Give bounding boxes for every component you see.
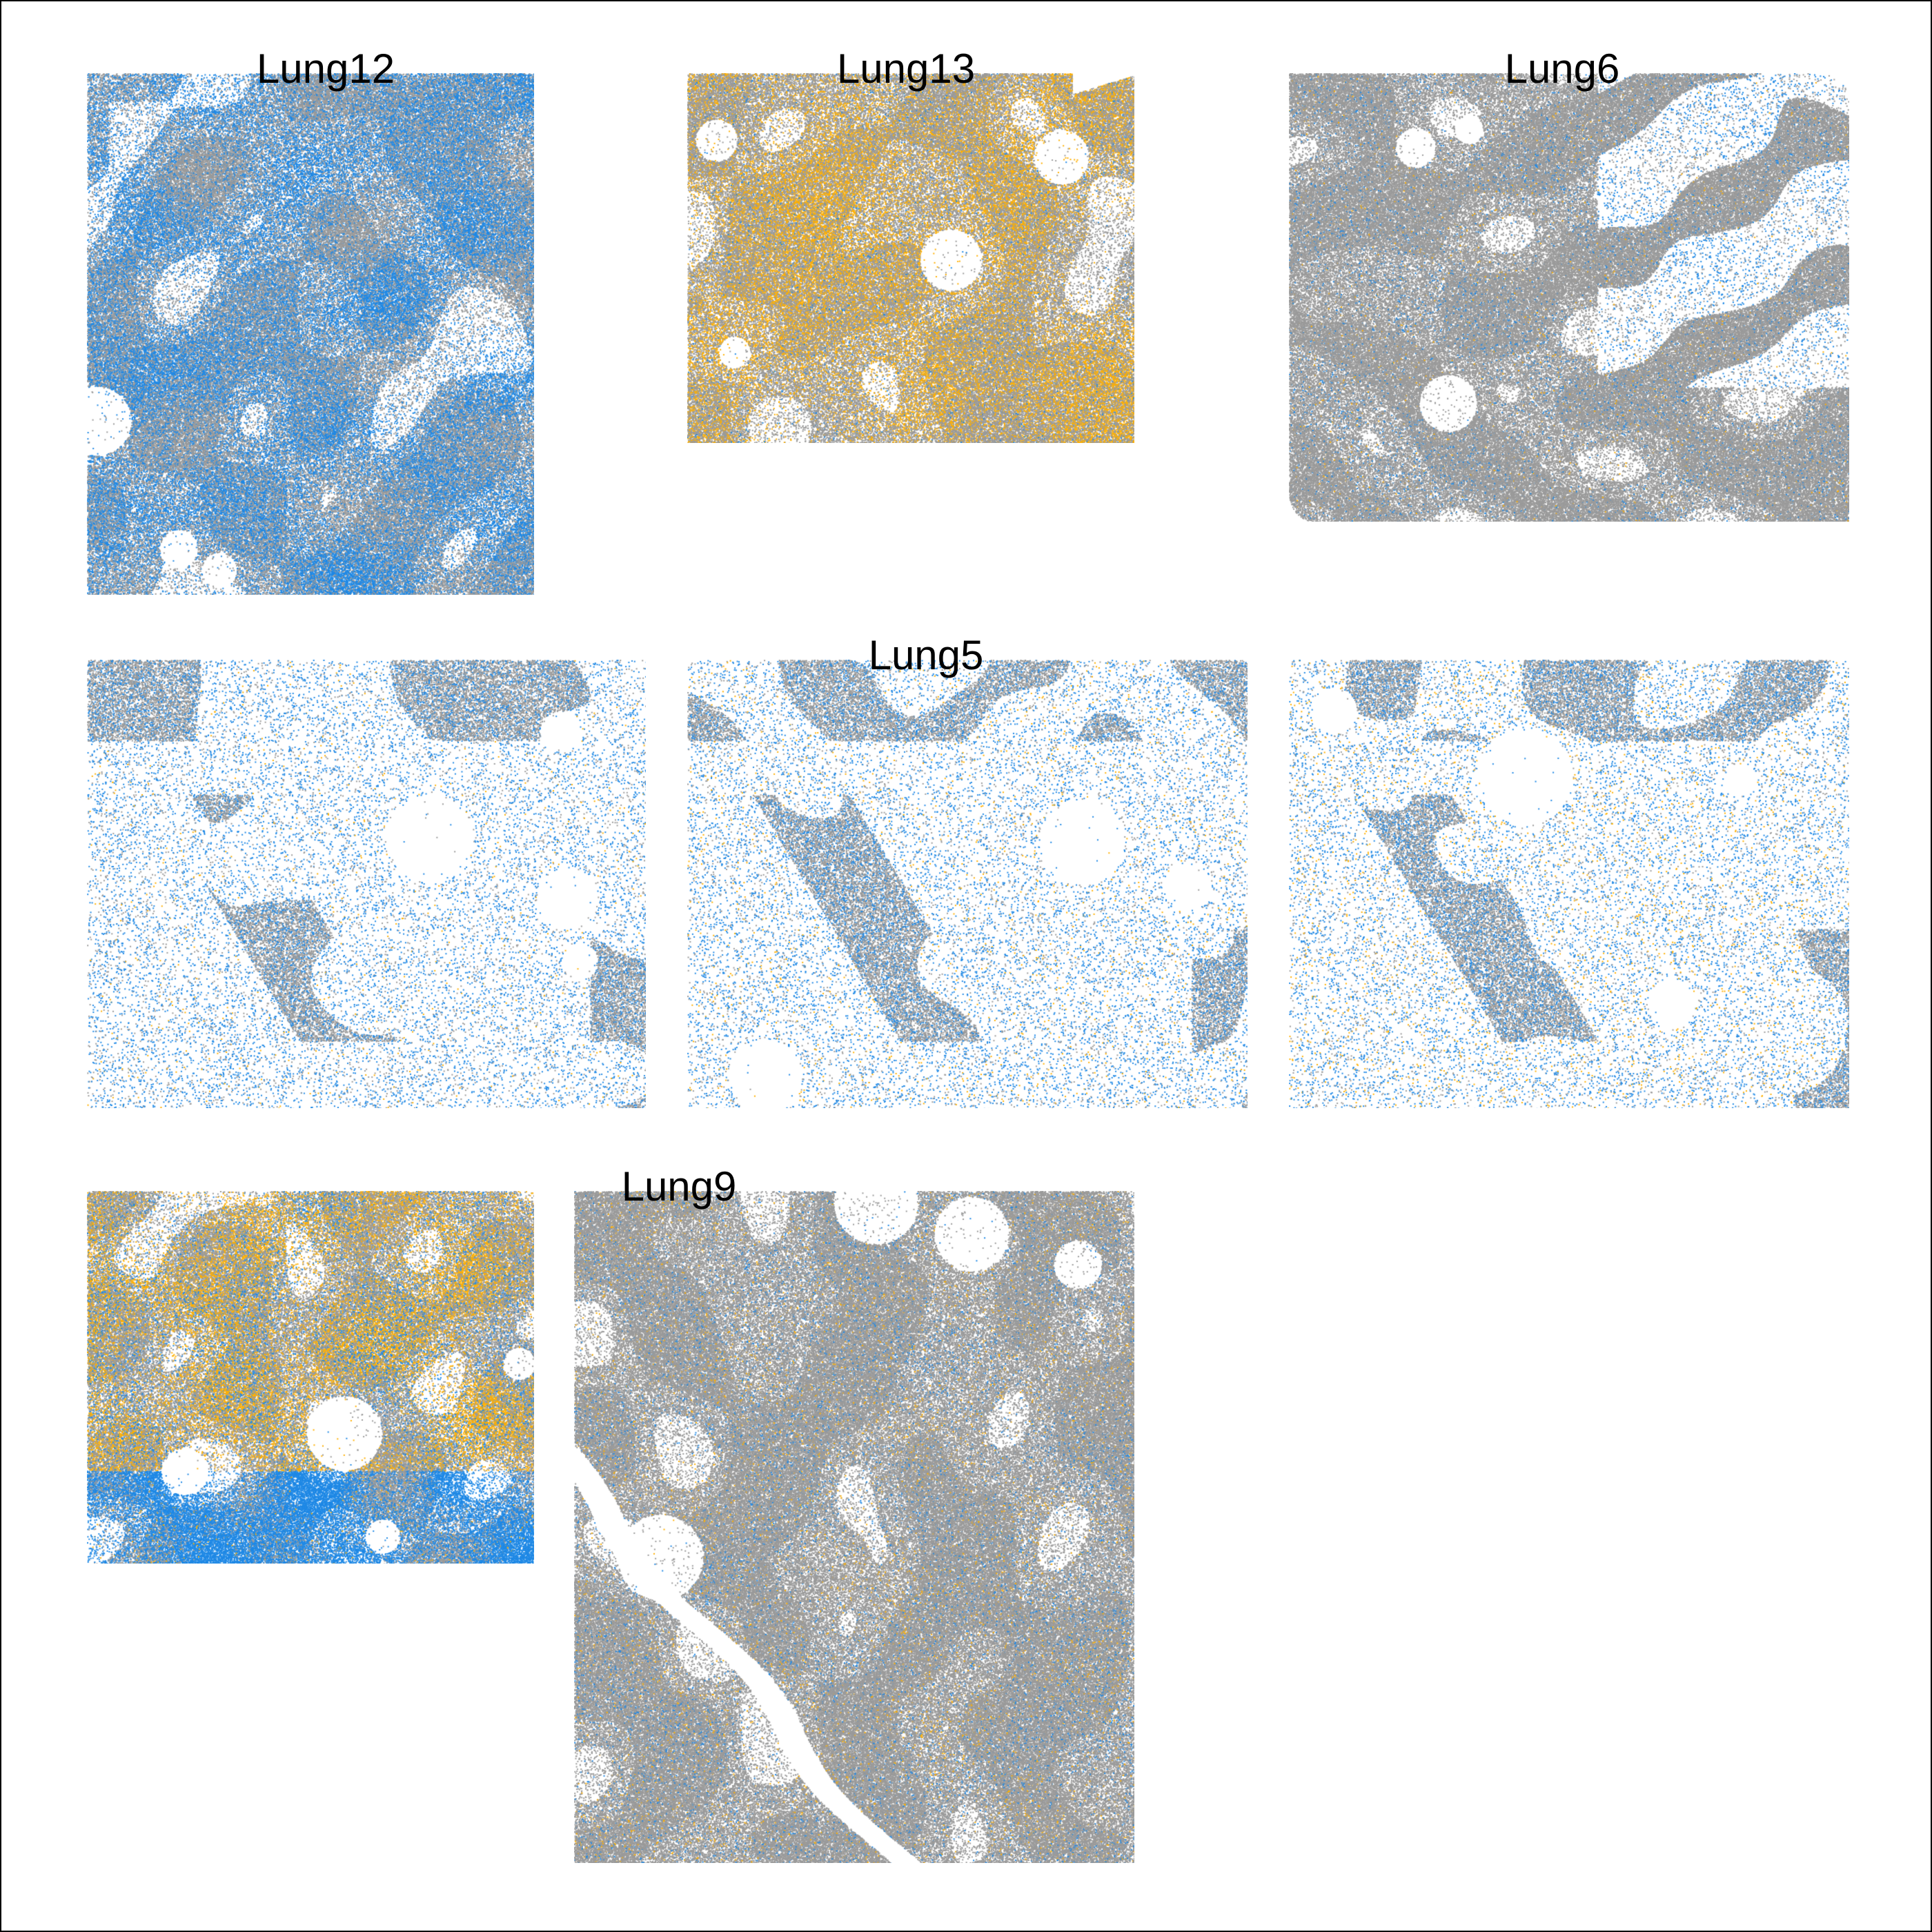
panel-lung9: [574, 1191, 1134, 1863]
cell-scatter-lung6: [1289, 73, 1849, 522]
panel-title-lung13: Lung13: [836, 46, 976, 92]
cell-scatter-lung5-fov-c: [1289, 660, 1849, 1108]
panel-title-lung12: Lung12: [256, 46, 395, 92]
cell-scatter-lung9: [574, 1191, 1134, 1863]
cell-scatter-lung13: [687, 73, 1134, 443]
cell-scatter-lung9-fov-a: [87, 1191, 534, 1564]
cell-scatter-lung5-fov-a: [87, 660, 646, 1108]
panel-lung5-fov-c: [1289, 660, 1849, 1108]
panel-title-lung9: Lung9: [621, 1163, 737, 1210]
panel-title-lung5: Lung5: [868, 632, 984, 678]
panel-lung13: [687, 73, 1134, 443]
panel-lung5: [687, 660, 1248, 1108]
panel-lung6: [1289, 73, 1849, 522]
panel-title-lung6: Lung6: [1504, 46, 1620, 92]
panel-lung5-fov-a: [87, 660, 646, 1108]
cell-scatter-lung12: [87, 73, 534, 595]
panel-lung9-fov-a: [87, 1191, 534, 1564]
panel-lung12: [87, 73, 534, 595]
cell-scatter-lung5: [687, 660, 1248, 1108]
